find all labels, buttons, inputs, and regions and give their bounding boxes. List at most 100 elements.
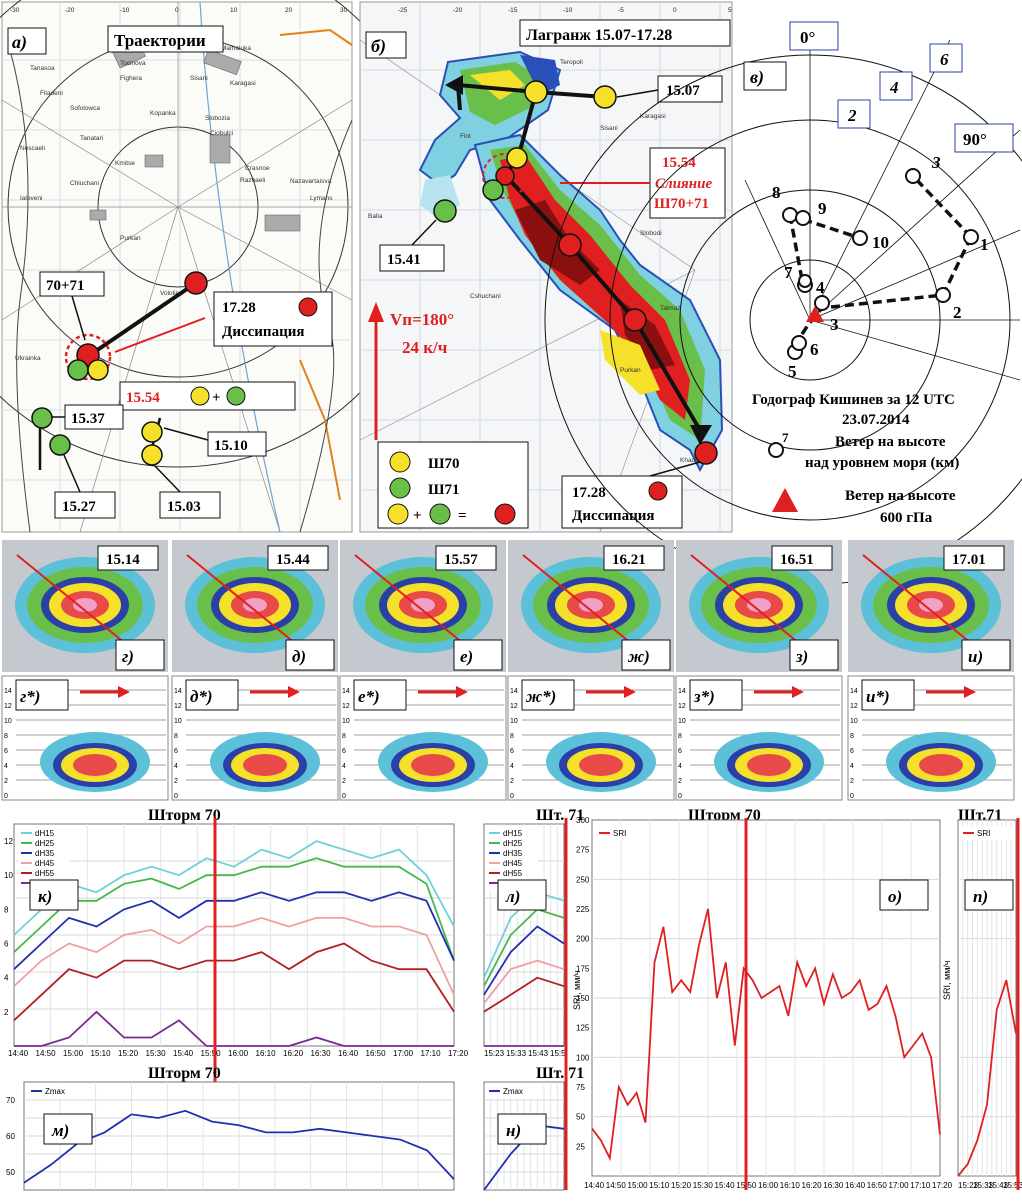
y-tick: 250 xyxy=(576,875,590,884)
y-tick: 2 xyxy=(4,1008,9,1017)
xs-ytick: 10 xyxy=(342,718,350,725)
letter2-box xyxy=(185,679,239,711)
chart-letter: к) xyxy=(38,887,52,906)
place-label: Filadeni xyxy=(40,90,63,97)
xs-ytick: 8 xyxy=(4,733,8,740)
xs-ytick: 2 xyxy=(174,778,178,785)
xs-ytick: 4 xyxy=(174,763,178,770)
legend-c-1a: Ветер на высоте xyxy=(835,434,946,450)
letter2-box xyxy=(521,679,575,711)
y-tick: 100 xyxy=(576,1053,590,1062)
legend-bg xyxy=(18,826,70,890)
place-label: Nazavartaisva xyxy=(290,178,332,185)
marker-600hpa xyxy=(806,306,824,322)
x-tick-b: -5 xyxy=(618,7,624,14)
series-dH65 xyxy=(14,1010,454,1047)
x-tick: 14:40 xyxy=(584,1181,605,1190)
x-tick: 16:50 xyxy=(867,1181,888,1190)
hpt-9: 9 xyxy=(818,199,827,218)
x-tick: 15:50 xyxy=(201,1049,222,1058)
label-a-1728: 17.28 xyxy=(222,300,256,316)
xs-red xyxy=(747,754,791,776)
place-label: Nescaeli xyxy=(20,145,45,152)
legend-b-label-71: Ш71 xyxy=(428,482,459,498)
panel-b: GarbovaTeropoliSisaniKaragasiFintBaliaSl… xyxy=(359,1,733,533)
hpt-1: 1 xyxy=(980,235,989,254)
xs-ytick: 0 xyxy=(4,793,8,800)
xs-letter: ж*) xyxy=(525,687,556,706)
panel-letter-a: а) xyxy=(12,32,27,53)
x-tick: 16:00 xyxy=(758,1181,779,1190)
legend-b-label-70: Ш70 xyxy=(428,456,459,472)
storm-marker-a-end xyxy=(184,271,208,295)
y-tick: 50 xyxy=(6,1168,15,1177)
legend-bg xyxy=(596,826,648,840)
x-tick: 16:30 xyxy=(823,1181,844,1190)
xs-letter: г*) xyxy=(20,687,40,706)
x-tick-a: -30 xyxy=(10,7,20,14)
xs-ytick: 0 xyxy=(174,793,178,800)
radar-panel: 15.44 д) д*) 14 12 10 8 6 4 2 0 xyxy=(171,540,339,801)
label-70-71: 70+71 xyxy=(46,278,85,294)
chart-k: 2 4 6 8 10 12 14:40 14:50 15:00 15:10 15:20 15:30 15… xyxy=(4,823,469,1058)
x-tick: 16:40 xyxy=(845,1181,866,1190)
y-tick: 125 xyxy=(576,1024,590,1033)
label-a-1503: 15.03 xyxy=(167,499,201,515)
xs-ytick: 2 xyxy=(850,778,854,785)
y-tick: 50 xyxy=(576,1113,585,1122)
radar-time: 16.51 xyxy=(780,552,814,568)
xs-ytick: 6 xyxy=(4,748,8,755)
legend-label: dH15 xyxy=(35,829,55,838)
xs-ytick: 14 xyxy=(510,688,518,695)
y-tick: 25 xyxy=(576,1142,585,1151)
y-tick: 200 xyxy=(576,935,590,944)
chart-letter: п) xyxy=(973,887,988,906)
ring-label-90: 90° xyxy=(963,130,987,149)
radar-panel: 16.21 ж) ж*) 14 12 10 8 6 4 2 0 xyxy=(507,540,675,801)
legend-label: dH45 xyxy=(503,859,523,868)
chart-title: Шторм 70 xyxy=(148,807,221,824)
xs-ytick: 14 xyxy=(342,688,350,695)
place-label: Sofolowca xyxy=(70,105,100,112)
xs-ytick: 14 xyxy=(850,688,858,695)
x-tick: 15:40 xyxy=(715,1181,736,1190)
x-tick: 15:43 xyxy=(988,1181,1009,1190)
place-label: Vololin xyxy=(160,290,180,297)
label-a-1554: 15.54 xyxy=(126,390,160,406)
merge-circle-a xyxy=(64,333,112,381)
y-tick: 150 xyxy=(576,994,590,1003)
series-dH15 xyxy=(13,840,455,936)
series-dH25 xyxy=(483,908,565,987)
label-a-1527: 15.27 xyxy=(62,499,96,515)
chart-title: Шт. 71 xyxy=(536,807,584,824)
radar-panel: 16.51 з) з*) 14 12 10 8 6 4 2 0 xyxy=(675,540,843,801)
radar-time: 16.21 xyxy=(612,552,646,568)
echo-core xyxy=(411,598,435,612)
plus-sign-a: + xyxy=(212,390,221,406)
series-dH55 xyxy=(13,942,455,1022)
xs-letter: з*) xyxy=(693,687,715,706)
chart-letter-box xyxy=(964,879,1014,911)
radar-letter: и) xyxy=(968,647,983,666)
xs-arrowhead xyxy=(288,686,300,698)
place-label: Crasnoe xyxy=(245,165,270,172)
xs-ytick: 10 xyxy=(174,718,182,725)
echo-core xyxy=(579,598,603,612)
time-box xyxy=(97,545,159,571)
x-tick: 17:10 xyxy=(421,1049,442,1058)
radar-time: 17.01 xyxy=(952,552,986,568)
xs-ytick: 12 xyxy=(174,703,182,710)
legend-label: Zmax xyxy=(45,1087,65,1096)
x-tick-b: -25 xyxy=(398,7,408,14)
label-a-1510: 15.10 xyxy=(214,438,248,454)
chart-n: Zmax н) xyxy=(483,1081,565,1191)
x-tick: 14:40 xyxy=(8,1049,29,1058)
xs-red xyxy=(579,754,623,776)
xs-ytick: 4 xyxy=(4,763,8,770)
panel-a: BalatinaTomskKhutor MamalukaTocinovaFigh… xyxy=(0,0,439,533)
label-b-1728: 17.28 xyxy=(572,485,606,501)
x-tick: 15:23 xyxy=(484,1049,505,1058)
chart-letter: н) xyxy=(506,1121,521,1140)
xs-ytick: 12 xyxy=(4,703,12,710)
